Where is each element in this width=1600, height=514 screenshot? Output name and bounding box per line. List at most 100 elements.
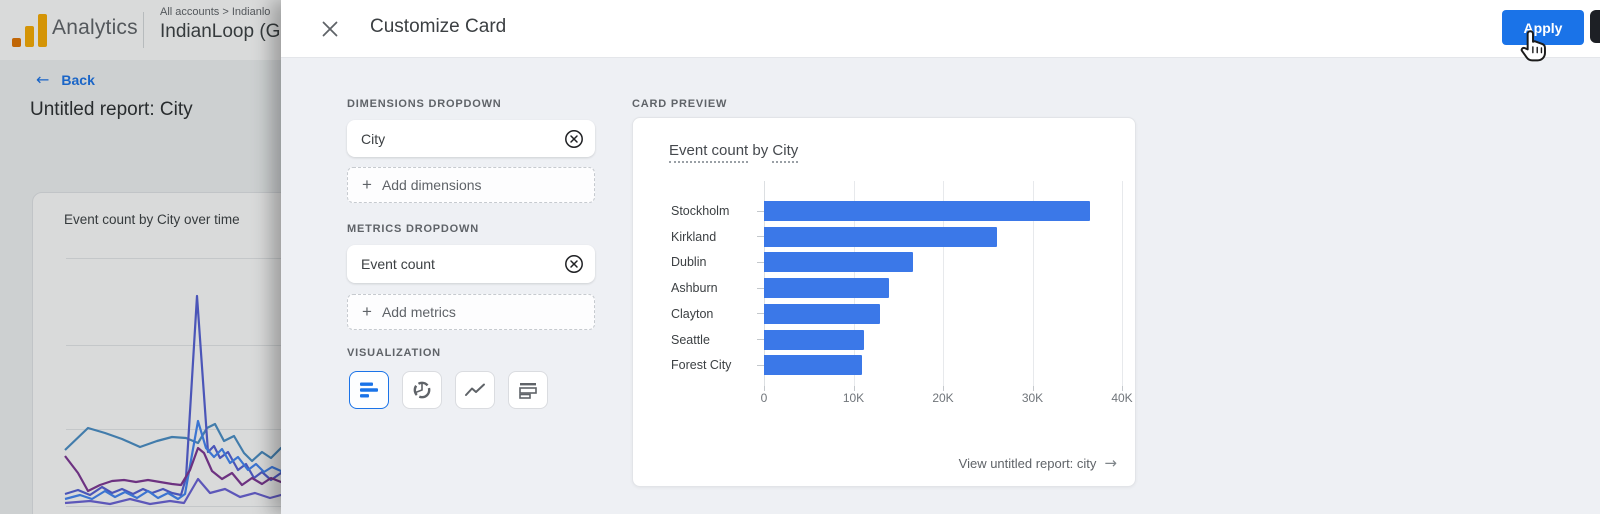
close-button[interactable] (316, 15, 344, 43)
gridline (943, 181, 944, 386)
bar-category-label: Seattle (671, 332, 710, 347)
breadcrumb: All accounts > Indianlo IndianLoop (G (160, 6, 281, 43)
metrics-label: METRICS DROPDOWN (347, 223, 479, 235)
back-label: Back (61, 71, 95, 88)
bar-row: Clayton (633, 303, 1123, 324)
axis-tickmark (1122, 386, 1123, 391)
axis-tick-label: 10K (842, 391, 865, 405)
remove-circle-icon (565, 129, 583, 148)
property-name: IndianLoop (G (160, 21, 281, 42)
line-chart-icon (465, 383, 485, 396)
bar-row: Seattle (633, 329, 1123, 350)
bar-category-label: Ashburn (671, 281, 718, 296)
bar-tick (757, 236, 764, 238)
add-metrics-button[interactable]: + Add metrics (347, 294, 595, 330)
preview-card-title: Event count by City (669, 142, 799, 163)
back-link: ← Back (36, 70, 95, 89)
bar (764, 355, 863, 376)
axis-tickmark (943, 386, 944, 391)
view-report-link[interactable]: View untitled report: city → (959, 454, 1117, 472)
bar-axis: 0 10K 20K 30K 40K (760, 391, 1133, 407)
bar (764, 329, 865, 350)
bar-row: Stockholm (633, 201, 1123, 221)
plus-icon: + (362, 302, 372, 321)
plus-icon: + (362, 175, 372, 194)
preview-title-metric[interactable]: Event count (669, 142, 749, 163)
bar-category-label: Clayton (671, 306, 714, 321)
axis-tick-label: 40K (1111, 391, 1133, 405)
close-icon (322, 21, 338, 37)
bar (764, 226, 997, 247)
viz-option-line-chart[interactable] (455, 371, 495, 409)
bar-row: Ashburn (633, 278, 1123, 299)
axis-tick-label: 20K (932, 391, 954, 405)
logo-mid-bar (25, 26, 34, 47)
bar-row: Kirkland (633, 226, 1123, 247)
add-dimensions-label: Add dimensions (381, 177, 482, 193)
logo-dot (12, 38, 21, 47)
back-arrow-icon: ← (36, 70, 50, 89)
customize-card-panel: Customize Card Apply DIMENSIONS DROPDOWN… (281, 0, 1600, 514)
bar-category-label: Stockholm (671, 204, 730, 218)
metric-value: Event count (361, 256, 435, 272)
bar-tick (757, 364, 764, 366)
breadcrumb-path: All accounts > Indianlo (160, 6, 271, 18)
donut-chart-icon (413, 381, 431, 399)
bar-category-label: Dublin (671, 255, 707, 270)
brand-name: Analytics (52, 16, 138, 39)
gridline (1032, 181, 1034, 386)
viz-option-donut-chart[interactable] (402, 371, 442, 409)
report-title: Untitled report: City (30, 99, 193, 120)
bar-row: Forest City (633, 355, 1123, 376)
panel-header: Customize Card Apply (281, 0, 1600, 58)
remove-metric-button[interactable] (563, 253, 585, 275)
viz-option-table-chart[interactable] (508, 371, 548, 409)
view-report-label: View untitled report: city (958, 455, 1097, 471)
bar-row: Dublin (633, 252, 1123, 273)
bar-category-label: Forest City (671, 358, 732, 373)
axis-tickmark (1032, 386, 1034, 391)
add-metrics-label: Add metrics (381, 304, 456, 320)
dimension-value: City (361, 130, 386, 147)
axis-tickmark (853, 386, 855, 391)
panel-title: Customize Card (370, 16, 507, 37)
bar-tick (757, 261, 764, 263)
forward-arrow-icon: → (1104, 454, 1117, 472)
bar-chart-icon (360, 382, 378, 398)
add-dimensions-button[interactable]: + Add dimensions (347, 167, 595, 203)
bar (764, 278, 890, 299)
preview-bar-chart: Stockholm Kirkland Dublin Ashburn Clayton Sea… (633, 181, 1135, 421)
analytics-logo-icon (12, 11, 48, 49)
axis-tick-label: 0 (760, 391, 768, 405)
metric-dropdown[interactable]: Event count (347, 245, 595, 283)
axis-tick-label: 30K (1021, 391, 1044, 405)
axis-tickmark (764, 386, 765, 391)
bar (764, 303, 881, 324)
card-preview: Event count by City Stockholm Kirkland Dub… (632, 117, 1136, 487)
bar (764, 252, 914, 273)
preview-title-connector: by (748, 142, 773, 159)
viz-option-horizontal-bar-chart[interactable] (349, 371, 389, 409)
background-gridline (66, 258, 331, 259)
bar-tick (757, 287, 764, 289)
visualization-label: VISUALIZATION (347, 347, 441, 359)
table-chart-icon (519, 383, 537, 399)
background-gridline (66, 506, 331, 507)
bar-tick (757, 339, 764, 340)
gridline (1122, 181, 1123, 386)
background-card-title: Event count by City over time (64, 212, 240, 227)
remove-dimension-button[interactable] (563, 128, 585, 150)
logo-tall-bar (38, 14, 47, 47)
dimensions-label: DIMENSIONS DROPDOWN (347, 98, 502, 110)
visualization-options (349, 371, 548, 409)
bar-tick (757, 313, 764, 315)
clipped-edge-button[interactable] (1590, 10, 1600, 43)
card-preview-label: CARD PREVIEW (632, 98, 728, 110)
header-divider (143, 12, 144, 48)
apply-button[interactable]: Apply (1502, 10, 1584, 45)
dimension-dropdown[interactable]: City (347, 120, 595, 157)
preview-title-dimension[interactable]: City (772, 142, 799, 163)
bar-tick (757, 210, 764, 212)
remove-circle-icon (565, 255, 583, 273)
